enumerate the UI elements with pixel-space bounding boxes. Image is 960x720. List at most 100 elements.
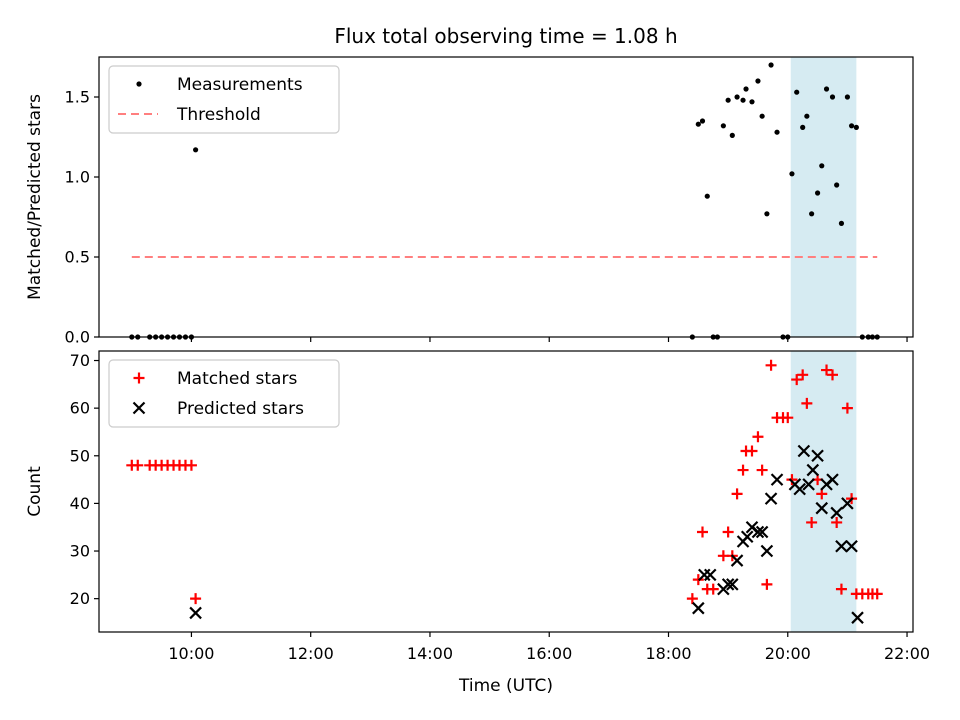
x-tick-label: 16:00 [526,644,572,663]
data-point [806,463,820,477]
y-tick-label: 1.5 [65,88,90,107]
data-point [853,124,859,130]
data-point [725,97,731,103]
x-tick-label: 20:00 [765,644,811,663]
data-point [740,530,754,544]
data-point [797,369,809,381]
count-panel: 10:00 12:00 14:00 16:00 18:00 20:00 22:00 20 30 4… [25,350,930,663]
x-tick-label: 14:00 [407,644,453,663]
data-point [789,171,795,177]
series-matched-stars [126,359,883,605]
data-point [731,488,743,500]
legend: Measurements Threshold [108,65,340,134]
data-point [765,359,777,371]
data-point [737,464,749,476]
y-axis-label: Count [25,466,45,517]
data-point [838,220,845,226]
data-point [821,364,833,376]
data-point [809,211,815,217]
x-tick-label: 22:00 [884,644,930,663]
data-point [768,62,774,68]
data-point [804,113,810,119]
data-point [726,578,739,591]
data-point [729,132,735,138]
data-point [794,89,800,95]
data-point [189,606,202,620]
chart-title: Flux total observing time = 1.08 h [334,24,677,48]
data-point [791,374,803,386]
legend-swatch-marker [132,401,146,415]
data-point [746,445,758,457]
y-tick-label: 20 [70,589,90,608]
data-point [699,118,706,124]
y-tick-label: 30 [70,542,90,561]
ratio-panel: 0.0 0.5 1.0 1.5 Matched/Predicted stars Measu… [25,56,914,347]
data-point [806,516,818,528]
data-point [721,578,735,591]
data-point [774,129,780,135]
data-point [802,478,815,491]
data-point [831,516,843,528]
y-tick-label: 50 [70,446,90,465]
data-point [770,473,784,486]
y-tick-label: 0.5 [65,248,90,267]
data-point [834,182,840,188]
y-tick-label: 40 [70,494,90,513]
data-point [755,78,761,84]
data-point [819,163,825,169]
data-point [845,539,858,553]
data-point [761,578,773,590]
data-point [764,211,770,217]
data-point [734,94,740,100]
data-point [696,526,708,538]
data-point [759,113,765,119]
y-tick-label: 1.0 [65,168,90,187]
x-axis-label: Time (UTC) [458,676,553,696]
data-point [185,459,197,471]
legend-swatch-marker [136,81,142,87]
y-tick-label: 0.0 [65,328,90,347]
data-point [829,94,836,100]
legend-label: Predicted stars [177,399,304,419]
data-point [704,193,710,199]
data-point [848,123,855,129]
data-point [782,412,794,424]
series-predicted-stars [189,444,864,624]
y-tick-label: 60 [70,399,90,418]
data-point [826,369,838,381]
axes-frame [98,56,914,338]
data-point [841,402,853,414]
data-point [835,539,848,553]
data-point [686,593,698,605]
data-point [755,525,769,539]
legend-label: Threshold [176,105,261,125]
data-point [811,449,824,463]
data-point [703,568,717,582]
data-point [815,501,829,515]
data-point [835,583,847,595]
axes-frame [98,350,914,633]
data-point [743,86,749,92]
legend-label: Measurements [177,75,303,95]
highlight-span [790,57,857,337]
data-point [871,588,883,600]
legend-label: Matched stars [177,369,297,389]
data-point [851,611,864,624]
data-point [722,526,734,538]
x-tick-label: 12:00 [288,644,334,663]
data-point [756,464,768,476]
data-point [826,473,839,486]
data-point [841,497,854,510]
data-point [132,459,144,471]
data-point [720,123,726,129]
x-tick-label: 18:00 [645,644,691,663]
legend-frame [108,359,340,428]
data-point [797,444,811,458]
data-point [793,482,806,496]
y-tick-label: 70 [70,351,90,370]
legend-swatch-marker [133,372,145,384]
data-point [692,601,705,615]
data-point [752,431,764,443]
data-point [749,99,755,105]
